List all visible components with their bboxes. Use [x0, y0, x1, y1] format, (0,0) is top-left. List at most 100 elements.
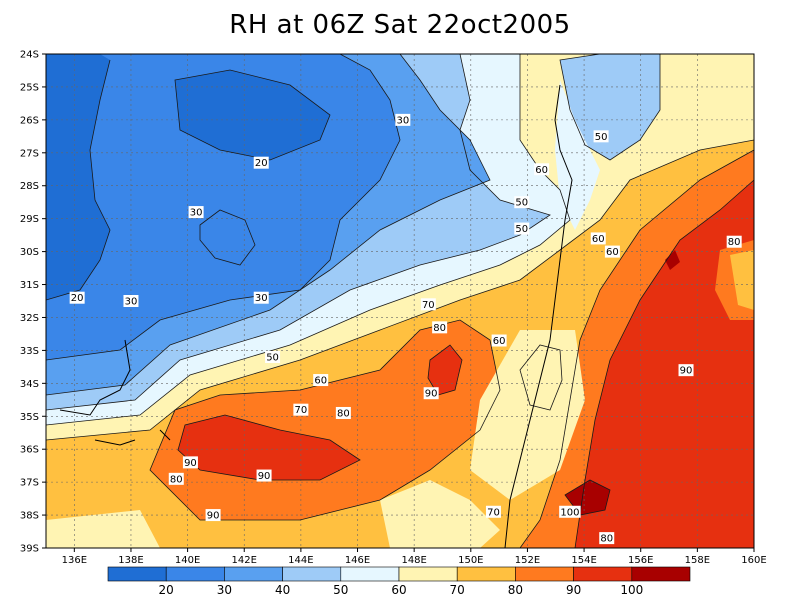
- contour-label-bg: [590, 232, 606, 245]
- contour-line: [46, 54, 491, 396]
- contour-label-bg: [559, 505, 581, 518]
- colorbar-swatch: [282, 566, 342, 582]
- x-tick-label: 144E: [288, 555, 313, 566]
- contour-label-bg: [182, 456, 198, 469]
- y-axis-tick-labels: 24S 25S 26S 27S 28S 29S 30S 31S 32S 33S 34S 35S 36S 3…: [20, 50, 39, 555]
- contour-label-bg: [485, 505, 501, 518]
- contour-label: 50: [266, 352, 279, 363]
- y-tick-label: 29S: [20, 214, 39, 225]
- colorbar-label: 30: [217, 583, 232, 597]
- colorbar-label: 60: [391, 583, 406, 597]
- contour-label-bg: [593, 130, 609, 143]
- contour-label: 60: [314, 376, 327, 387]
- y-tick-label: 27S: [20, 148, 39, 159]
- rh-region-20-30-center: [175, 70, 330, 160]
- x-tick-label: 160E: [741, 555, 766, 566]
- rh-region-max-2: [665, 250, 680, 270]
- contour-label: 80: [600, 534, 613, 545]
- contour-label-bg: [265, 350, 281, 363]
- contour-label: 50: [515, 224, 528, 235]
- contour-label-bg: [253, 291, 269, 304]
- colorbar-swatch: [515, 566, 574, 582]
- contour-label-bg: [168, 472, 184, 485]
- colorbar-swatch: [631, 566, 691, 582]
- y-tick-label: 31S: [20, 280, 39, 291]
- contour-label: 80: [170, 474, 183, 485]
- contour-label-bg: [514, 196, 530, 209]
- contour-label-bg: [205, 509, 221, 522]
- colorbar-swatch: [573, 566, 633, 582]
- coastline: [504, 84, 573, 548]
- colorbar-label: 80: [508, 583, 523, 597]
- contour-label: 30: [125, 297, 138, 308]
- y-tick-label: 24S: [20, 50, 39, 61]
- contour-line: [519, 149, 754, 548]
- contour-label: 30: [190, 208, 203, 219]
- coastline-sa: [59, 339, 171, 446]
- contour-label-bg: [293, 403, 309, 416]
- contour-label: 30: [255, 293, 268, 304]
- chart-title: RH at 06Z Sat 22oct2005: [229, 10, 571, 40]
- x-tick-label: 140E: [175, 555, 200, 566]
- rh-region-100-inner: [428, 345, 462, 395]
- colorbar-swatch: [340, 566, 400, 582]
- x-tick-label: 148E: [401, 555, 426, 566]
- contour-label: 70: [487, 507, 500, 518]
- contour-label-bg: [313, 374, 329, 387]
- contour-label-bg: [678, 364, 694, 377]
- x-tick-label: 138E: [118, 555, 143, 566]
- contour-label: 90: [425, 389, 438, 400]
- x-tick-label: 136E: [62, 555, 87, 566]
- contour-label-bg: [599, 532, 615, 545]
- y-tick-label: 28S: [20, 181, 39, 192]
- rh-region-20-30: [46, 54, 110, 300]
- x-tick-label: 154E: [571, 555, 596, 566]
- contour-label: 80: [433, 323, 446, 334]
- contour-label-bg: [432, 321, 448, 334]
- contour-label: 90: [680, 366, 693, 377]
- contour-label: 50: [515, 198, 528, 209]
- contour-label: 90: [258, 471, 271, 482]
- colorbar-label: 90: [566, 583, 581, 597]
- y-tick-label: 25S: [20, 82, 39, 93]
- contour-label: 80: [728, 237, 741, 248]
- x-tick-label: 146E: [345, 555, 370, 566]
- colorbar-label: 40: [275, 583, 290, 597]
- colorbar-label: 50: [333, 583, 348, 597]
- contour-line: [174, 69, 331, 161]
- y-tick-label: 32S: [20, 313, 39, 324]
- plot-frame: [45, 53, 755, 549]
- y-tick-label: 26S: [20, 115, 39, 126]
- contour-line: [574, 179, 754, 548]
- colorbar: 20 30 40 50 60 70 80 90 100: [107, 566, 691, 597]
- contour-label-bg: [395, 113, 411, 126]
- tick-marks: [42, 53, 755, 552]
- x-tick-label: 156E: [628, 555, 653, 566]
- y-tick-label: 38S: [20, 511, 39, 522]
- x-tick-label: 152E: [515, 555, 540, 566]
- contour-label: 70: [422, 300, 435, 311]
- contour-line: [46, 139, 754, 441]
- y-tick-label: 36S: [20, 445, 39, 456]
- contour-label-bg: [69, 291, 85, 304]
- x-tick-label: 158E: [685, 555, 710, 566]
- contour-label: 80: [337, 408, 350, 419]
- colorbar-label: 70: [450, 583, 465, 597]
- contour-line: [199, 209, 256, 266]
- contour-fill-layer: [46, 54, 754, 548]
- grid-lines: [46, 54, 754, 548]
- rh-region-70-80-south-2: [380, 480, 500, 548]
- contour-label: 60: [606, 247, 619, 258]
- contour-line: [46, 54, 551, 411]
- contour-line: [427, 344, 463, 396]
- x-tick-label: 142E: [232, 555, 257, 566]
- contour-label-bg: [188, 206, 204, 219]
- y-tick-label: 39S: [20, 544, 39, 555]
- contour-label-bg: [123, 295, 139, 307]
- x-axis-tick-labels: 136E 138E 140E 142E 144E 146E 148E 150E 152E 154E…: [62, 555, 767, 566]
- contour-label-bg: [423, 387, 439, 400]
- contour-label-bg: [335, 406, 351, 419]
- contour-label: 20: [255, 158, 268, 169]
